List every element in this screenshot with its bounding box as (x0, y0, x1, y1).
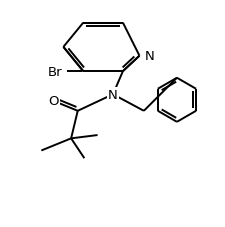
Text: N: N (108, 88, 117, 101)
Text: O: O (48, 95, 58, 108)
Text: Br: Br (47, 65, 62, 78)
Text: N: N (144, 50, 153, 63)
